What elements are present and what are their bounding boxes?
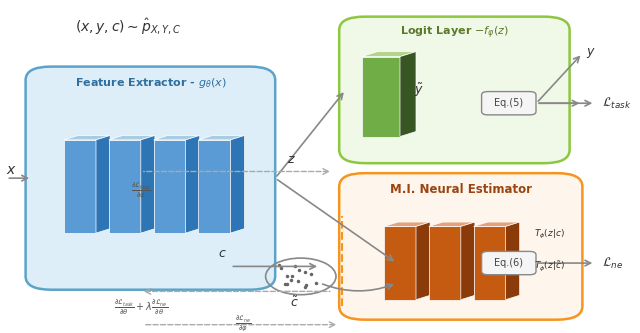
Text: $\mathcal{L}_{task}$: $\mathcal{L}_{task}$ xyxy=(602,96,631,111)
Text: Eq.(5): Eq.(5) xyxy=(494,98,524,108)
Text: $\frac{\partial \mathcal{L}_{task}}{\partial\varphi}$: $\frac{\partial \mathcal{L}_{task}}{\par… xyxy=(131,181,151,200)
Text: $T_{\phi}(z|\tilde{c})$: $T_{\phi}(z|\tilde{c})$ xyxy=(534,259,565,273)
FancyBboxPatch shape xyxy=(26,67,275,290)
Polygon shape xyxy=(141,136,155,233)
Text: $\tilde{y}$: $\tilde{y}$ xyxy=(414,81,424,99)
FancyBboxPatch shape xyxy=(339,173,582,320)
Polygon shape xyxy=(64,140,96,233)
Polygon shape xyxy=(109,140,141,233)
Text: $z$: $z$ xyxy=(287,153,296,166)
Text: $\frac{\partial \mathcal{L}_{task}}{\partial\theta} + \lambda\frac{\partial \mat: $\frac{\partial \mathcal{L}_{task}}{\par… xyxy=(114,298,168,317)
Polygon shape xyxy=(96,136,110,233)
Polygon shape xyxy=(429,226,461,300)
Text: $x$: $x$ xyxy=(6,163,17,177)
Text: $c$: $c$ xyxy=(218,246,227,260)
Text: Feature Extractor - $g_{\theta}(x)$: Feature Extractor - $g_{\theta}(x)$ xyxy=(74,76,227,90)
Polygon shape xyxy=(384,226,416,300)
Polygon shape xyxy=(362,57,400,137)
Text: $T_{\phi}(z|c)$: $T_{\phi}(z|c)$ xyxy=(534,228,565,241)
Polygon shape xyxy=(384,222,430,226)
Text: $\frac{\partial \mathcal{L}_{ne}}{\partial\varphi}$: $\frac{\partial \mathcal{L}_{ne}}{\parti… xyxy=(235,314,252,333)
Polygon shape xyxy=(474,222,520,226)
Polygon shape xyxy=(109,136,155,140)
Polygon shape xyxy=(198,136,244,140)
Text: Eq.(6): Eq.(6) xyxy=(494,258,524,268)
Polygon shape xyxy=(186,136,200,233)
Polygon shape xyxy=(429,222,475,226)
Polygon shape xyxy=(230,136,244,233)
Text: $y$: $y$ xyxy=(586,46,595,60)
Text: $\tilde{c}$: $\tilde{c}$ xyxy=(290,296,299,310)
FancyBboxPatch shape xyxy=(482,92,536,115)
Text: Logit Layer $-f_{\varphi}(z)$: Logit Layer $-f_{\varphi}(z)$ xyxy=(400,25,509,42)
Polygon shape xyxy=(154,140,186,233)
Polygon shape xyxy=(461,222,475,300)
Text: $\mathcal{L}_{ne}$: $\mathcal{L}_{ne}$ xyxy=(602,255,623,271)
Polygon shape xyxy=(198,140,230,233)
Polygon shape xyxy=(362,52,416,57)
FancyBboxPatch shape xyxy=(339,17,570,163)
FancyBboxPatch shape xyxy=(482,251,536,275)
Polygon shape xyxy=(506,222,520,300)
Text: $(x, y, c)\sim\hat{p}_{X,Y,C}$: $(x, y, c)\sim\hat{p}_{X,Y,C}$ xyxy=(75,17,181,37)
Text: M.I. Neural Estimator: M.I. Neural Estimator xyxy=(390,183,532,196)
Polygon shape xyxy=(416,222,430,300)
Polygon shape xyxy=(474,226,506,300)
Polygon shape xyxy=(64,136,110,140)
Polygon shape xyxy=(154,136,200,140)
Polygon shape xyxy=(400,52,416,137)
